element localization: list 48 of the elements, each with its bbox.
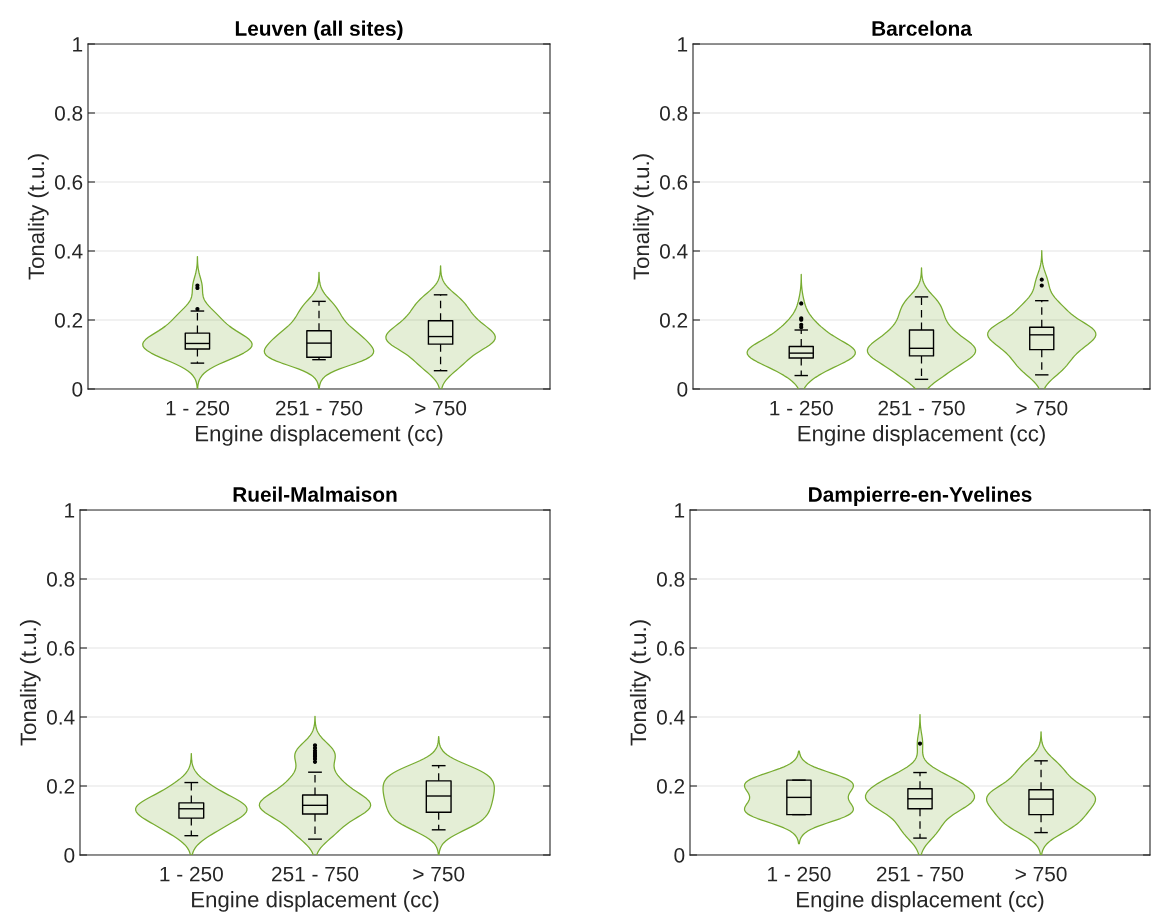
x-tick-label: 251 - 750 (878, 400, 965, 416)
x-axis-title: Engine displacement (cc) (798, 425, 1045, 446)
y-tick-label: 1 (65, 503, 75, 518)
y-axis-title: Tonality (t.u.) (19, 620, 41, 746)
y-tick-label: 0.8 (46, 572, 75, 587)
y-tick-label: 0.6 (659, 175, 688, 190)
x-tick-label: > 750 (1015, 866, 1067, 882)
y-tick-label: 0.8 (659, 106, 688, 121)
y-tick-label: 0.2 (659, 313, 688, 328)
y-tick-label: 0.4 (659, 244, 688, 259)
y-tick-label: 0.4 (54, 244, 83, 259)
y-tick-label: 0.6 (46, 641, 75, 656)
y-tick-label: 0 (674, 848, 685, 863)
y-tick-label: 1 (678, 37, 688, 52)
y-tick-label: 0 (72, 382, 83, 397)
y-tick-label: 0.2 (54, 313, 83, 328)
y-tick-label: 0.8 (656, 572, 685, 587)
y-tick-label: 0.2 (46, 779, 75, 794)
chart-title: Barcelona (872, 20, 972, 36)
x-tick-label: > 750 (413, 866, 465, 882)
chart-title: Rueil-Malmaison (233, 486, 397, 502)
y-tick-label: 0.4 (656, 710, 685, 725)
x-tick-label: 251 - 750 (877, 866, 964, 882)
y-tick-label: 0 (677, 382, 688, 397)
x-axis-title: Engine displacement (cc) (196, 425, 443, 446)
y-tick-label: 1 (675, 503, 685, 518)
y-tick-label: 0 (64, 848, 75, 863)
y-tick-label: 0.8 (54, 106, 83, 121)
x-tick-label: 251 - 750 (272, 866, 359, 882)
y-axis-title: Tonality (t.u.) (629, 620, 651, 746)
x-tick-label: 1 - 250 (770, 400, 833, 416)
chart-title: Leuven (all sites) (235, 20, 403, 40)
x-tick-label: > 750 (415, 400, 467, 416)
y-tick-label: 0.6 (54, 175, 83, 190)
y-axis-title: Tonality (t.u.) (632, 154, 654, 280)
x-tick-label: 1 - 250 (160, 866, 223, 882)
x-tick-label: 1 - 250 (768, 866, 831, 882)
y-axis-title: Tonality (t.u.) (27, 154, 49, 280)
y-tick-label: 0.6 (656, 641, 685, 656)
x-tick-label: 1 - 250 (166, 400, 230, 416)
x-axis-title: Engine displacement (cc) (797, 891, 1044, 912)
chart-title: Dampierre-en-Yvelines (809, 486, 1032, 506)
y-tick-label: 0.4 (46, 710, 75, 725)
x-tick-label: 251 - 750 (276, 400, 363, 416)
y-tick-label: 1 (73, 37, 83, 52)
y-tick-label: 0.2 (656, 779, 685, 794)
x-tick-label: > 750 (1016, 400, 1068, 416)
x-axis-title: Engine displacement (cc) (192, 891, 439, 912)
